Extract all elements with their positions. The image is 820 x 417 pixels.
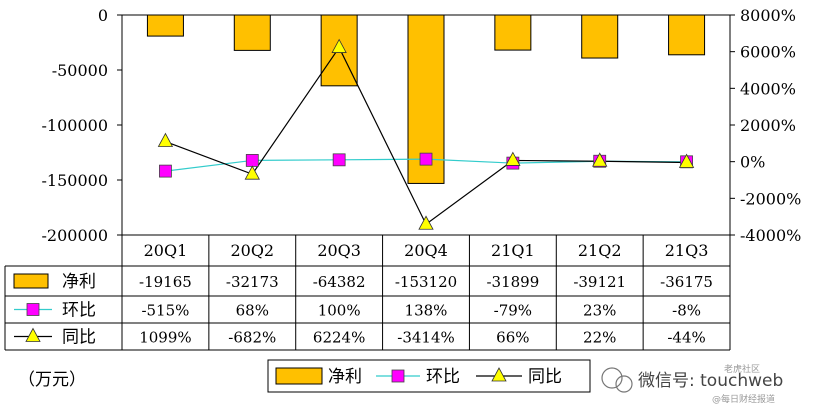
mom-point-20Q3 bbox=[332, 153, 346, 167]
yoy-point-20Q2 bbox=[244, 165, 260, 180]
yoy-point-21Q3 bbox=[678, 153, 695, 168]
data-label: -682% bbox=[228, 329, 276, 347]
bar-21Q3 bbox=[668, 14, 706, 56]
yoy-point-20Q3 bbox=[331, 38, 347, 53]
legend-mom-marker bbox=[26, 303, 40, 316]
data-label: -515% bbox=[141, 302, 189, 320]
right-tick-label: -2000% bbox=[740, 189, 801, 208]
bar-20Q2 bbox=[233, 14, 271, 51]
category-label: 21Q3 bbox=[665, 241, 709, 260]
legend-label: 同比 bbox=[528, 367, 562, 387]
category-label: 20Q2 bbox=[230, 241, 274, 260]
data-label: 6224% bbox=[313, 329, 365, 347]
data-label: -31899 bbox=[486, 273, 539, 291]
data-label: 66% bbox=[496, 329, 529, 347]
yoy-point-20Q1 bbox=[157, 132, 174, 147]
data-label: -19165 bbox=[139, 273, 192, 291]
yoy-point-21Q1 bbox=[505, 151, 521, 166]
yoy-point-20Q4 bbox=[418, 215, 434, 230]
left-tick-label: -150000 bbox=[42, 171, 108, 190]
data-label: -39121 bbox=[573, 273, 626, 291]
right-tick-label: 6000% bbox=[740, 43, 796, 62]
data-label: -8% bbox=[672, 302, 701, 320]
legend-bar-swatch bbox=[13, 273, 49, 289]
data-label: 100% bbox=[318, 302, 361, 320]
data-label: 23% bbox=[583, 302, 616, 320]
legend-mom-marker bbox=[391, 369, 405, 383]
mom-point-20Q4 bbox=[419, 152, 433, 166]
data-label: 1099% bbox=[139, 329, 191, 347]
watermark-text: 微信号: touchweb bbox=[638, 371, 783, 391]
data-label: -3414% bbox=[397, 329, 455, 347]
series-label: 环比 bbox=[62, 301, 96, 321]
mom-point-20Q1 bbox=[159, 164, 172, 178]
bar-21Q2 bbox=[581, 14, 619, 59]
data-label: 138% bbox=[405, 302, 448, 320]
category-label: 21Q2 bbox=[578, 241, 622, 260]
data-label: -64382 bbox=[313, 273, 366, 291]
yoy-point-21Q2 bbox=[592, 152, 608, 167]
data-label: 68% bbox=[236, 302, 269, 320]
data-label: -153120 bbox=[395, 273, 457, 291]
legend-yoy-marker bbox=[491, 367, 507, 382]
right-tick-label: -4000% bbox=[740, 226, 801, 245]
category-label: 20Q4 bbox=[404, 241, 448, 260]
legend-label: 环比 bbox=[426, 367, 460, 387]
watermark-subtext: @每日财经报道 bbox=[712, 393, 775, 405]
series-label: 净利 bbox=[62, 272, 96, 292]
bar-20Q1 bbox=[146, 14, 184, 37]
category-label: 20Q1 bbox=[144, 241, 188, 260]
data-label: -36175 bbox=[660, 273, 713, 291]
category-label: 20Q3 bbox=[317, 241, 361, 260]
bar-21Q1 bbox=[494, 14, 532, 51]
right-tick-label: 0% bbox=[740, 153, 765, 172]
right-tick-label: 2000% bbox=[740, 116, 796, 135]
left-tick-label: 0 bbox=[98, 6, 108, 25]
mom-point-20Q2 bbox=[245, 154, 259, 167]
series-label: 同比 bbox=[62, 328, 96, 348]
right-tick-label: 8000% bbox=[740, 6, 796, 25]
left-tick-label: -50000 bbox=[52, 61, 108, 80]
legend-yoy-marker bbox=[25, 327, 41, 342]
data-label: 22% bbox=[583, 329, 616, 347]
data-label: -44% bbox=[667, 329, 705, 347]
data-label: -32173 bbox=[226, 273, 279, 291]
legend-bar-swatch bbox=[275, 367, 323, 385]
wechat-icon bbox=[601, 367, 623, 389]
left-tick-label: -200000 bbox=[42, 226, 108, 245]
wechat-icon bbox=[615, 375, 633, 393]
legend-label: 净利 bbox=[328, 367, 362, 387]
watermark-logo: 老虎社区 bbox=[724, 363, 760, 375]
unit-note: （万元） bbox=[18, 370, 86, 390]
category-label: 21Q1 bbox=[491, 241, 535, 260]
right-tick-label: 4000% bbox=[740, 79, 796, 98]
left-tick-label: -100000 bbox=[42, 116, 108, 135]
data-label: -79% bbox=[494, 302, 532, 320]
